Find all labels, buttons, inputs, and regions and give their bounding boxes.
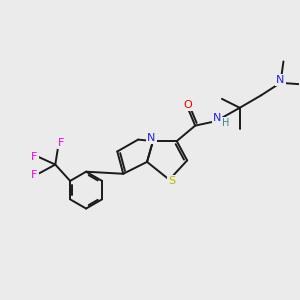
Text: F: F xyxy=(57,138,64,148)
Text: F: F xyxy=(31,170,38,180)
Text: F: F xyxy=(31,152,38,161)
Text: O: O xyxy=(183,100,192,110)
Text: N: N xyxy=(276,75,285,85)
Text: S: S xyxy=(168,176,175,186)
Text: N: N xyxy=(213,112,221,123)
Text: H: H xyxy=(222,118,229,128)
Text: N: N xyxy=(147,133,156,143)
